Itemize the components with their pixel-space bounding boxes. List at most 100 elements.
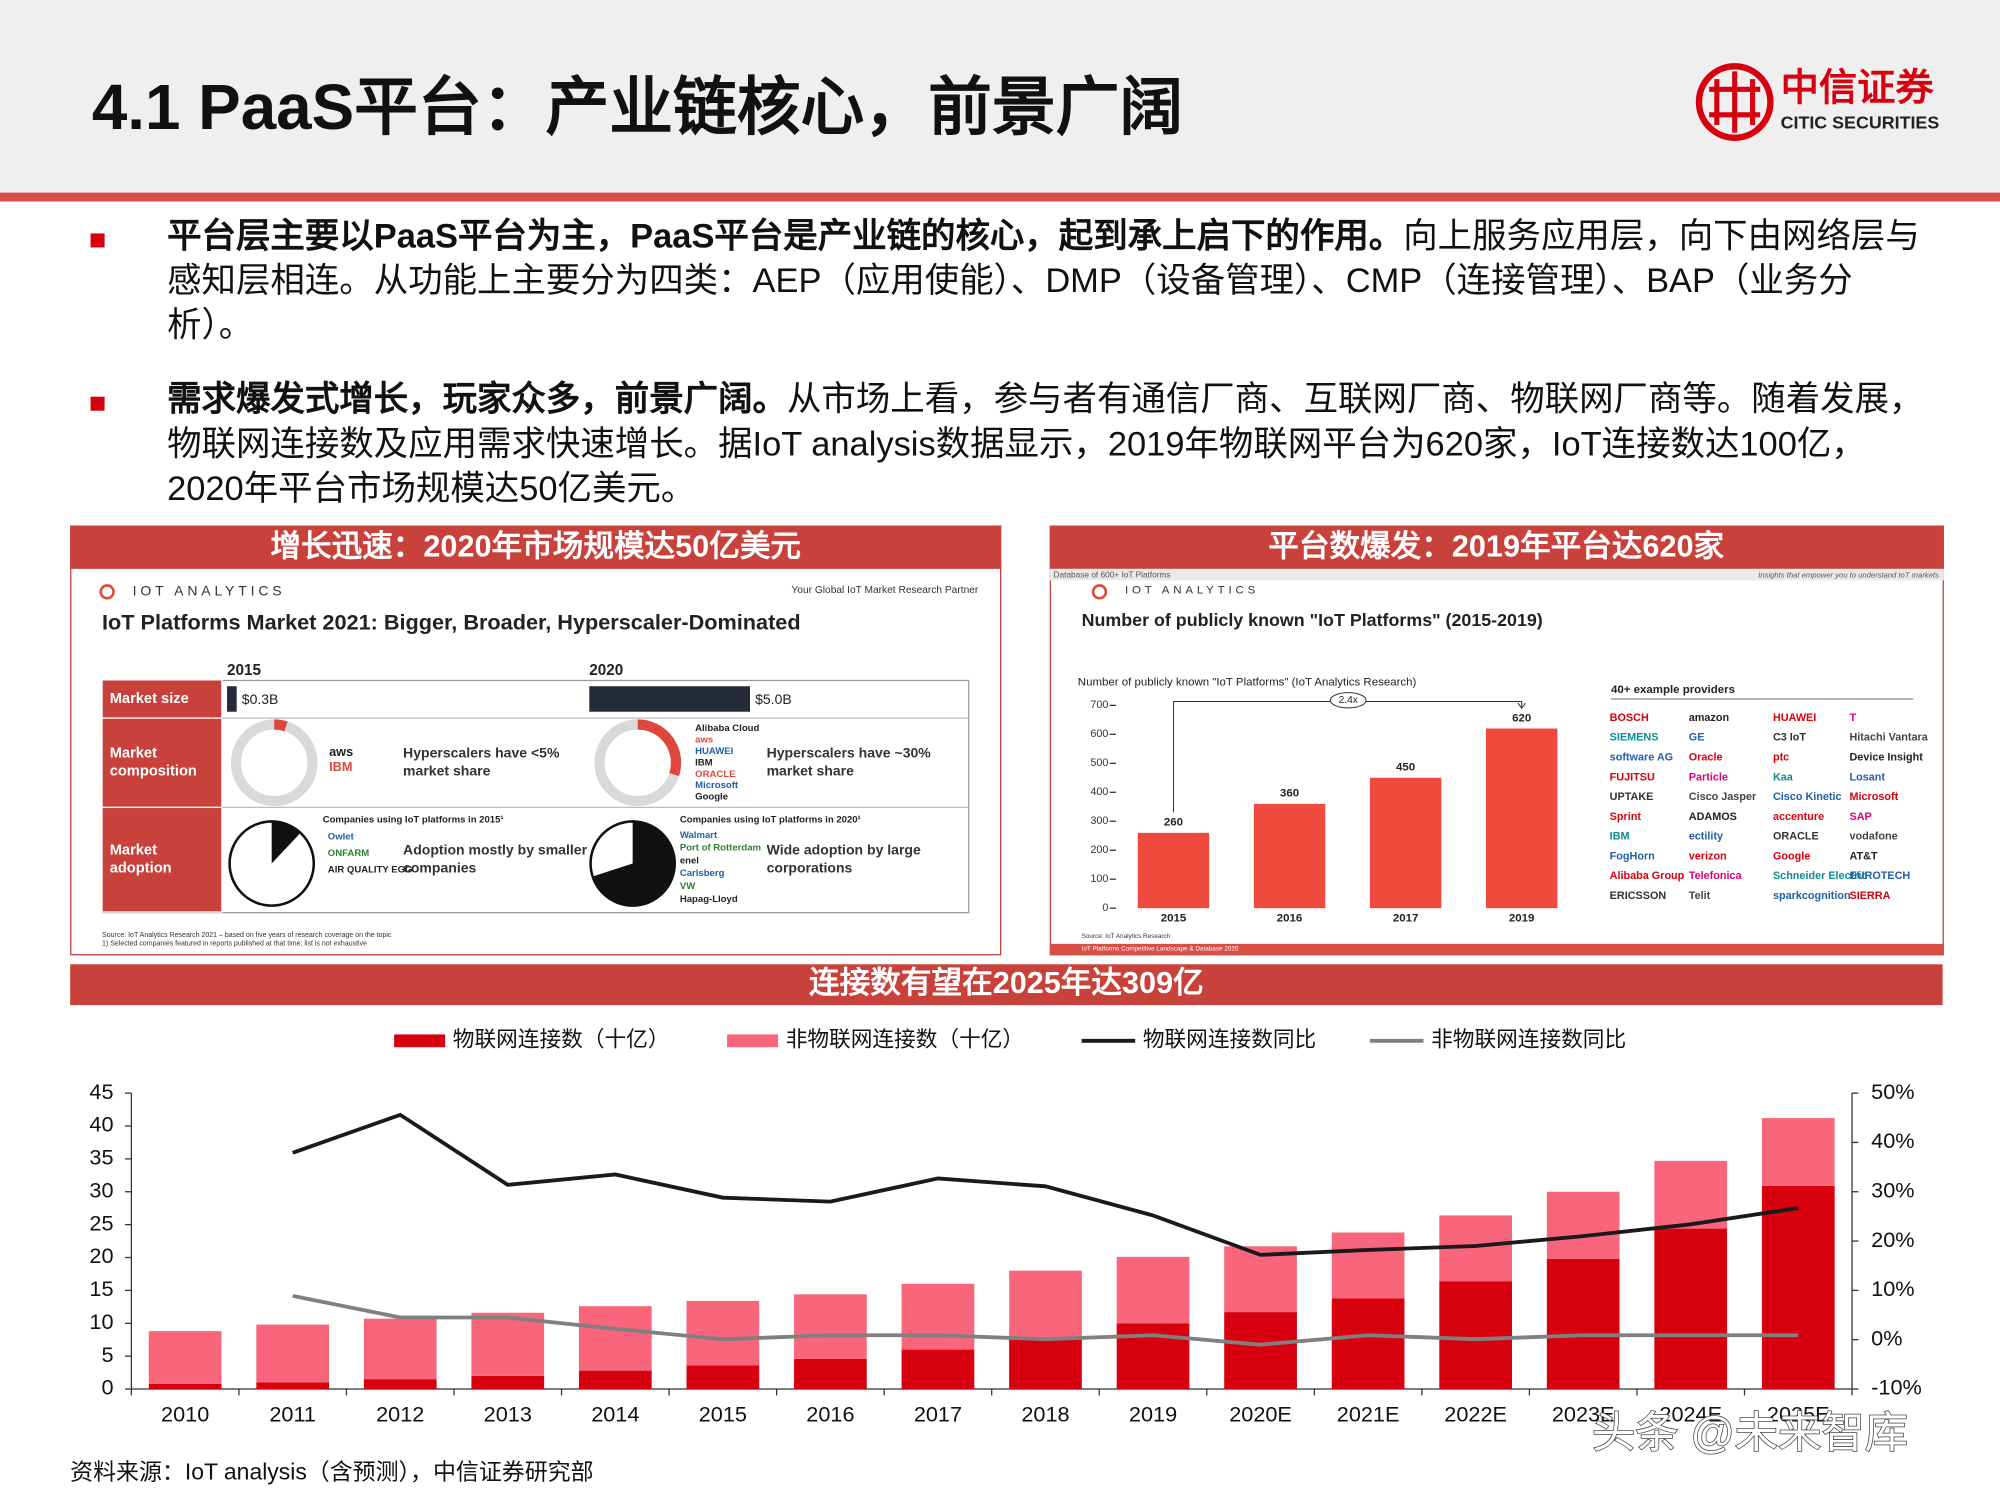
- row-header-label: Market adoption: [109, 843, 172, 877]
- logo-text: ORACLE: [695, 769, 735, 780]
- value-label: 260: [1164, 817, 1183, 829]
- value-label: 620: [1512, 712, 1531, 724]
- header-rule: [0, 192, 2000, 202]
- provider-logo: Telefonica: [1689, 870, 1743, 882]
- y-tick-label: 5: [101, 1342, 113, 1367]
- logo-text: Microsoft: [695, 780, 739, 791]
- donut-share: [637, 719, 682, 777]
- adoption-note: Adoption mostly by smaller companies: [403, 843, 588, 877]
- provider-logo: Alibaba Group: [1610, 870, 1685, 882]
- provider-logo: Schneider Electric: [1773, 870, 1868, 882]
- bar-segment: [1654, 1160, 1728, 1229]
- footer-text: IoT Platforms Competitive Landscape & Da…: [1082, 946, 1239, 953]
- legend-label: 非物联网连接数同比: [1431, 1027, 1626, 1052]
- bar-segment: [1116, 1256, 1190, 1324]
- y-tick-label: 0: [1102, 902, 1108, 914]
- watermark: 头条 @未来智库: [1592, 1410, 1908, 1458]
- bottom-heading-bar: [70, 964, 1943, 1006]
- x-tick-label: 2017: [1393, 912, 1419, 924]
- logo-text: Owlet: [328, 831, 355, 842]
- y-tick-label: 500: [1090, 757, 1108, 769]
- growth-badge: [1329, 692, 1367, 709]
- y-tick-label: 40: [89, 1112, 113, 1137]
- logo-text: Walmart: [680, 830, 718, 841]
- y2-tick-label: -10%: [1871, 1375, 1922, 1400]
- logo-text: Hapag-Lloyd: [680, 894, 738, 905]
- line-series: [292, 1293, 1799, 1347]
- bar-segment: [1654, 1228, 1728, 1390]
- bar-segment: [471, 1312, 545, 1376]
- y2-tick-label: 10%: [1871, 1276, 1914, 1301]
- provider-logo: Microsoft: [1849, 791, 1898, 803]
- x-tick-label: 2016: [1277, 912, 1303, 924]
- x-tick-label: 2017: [914, 1402, 962, 1427]
- provider-logo: accenture: [1773, 811, 1824, 823]
- bar-segment: [1546, 1191, 1620, 1259]
- x-tick-label: 2024E: [1659, 1402, 1722, 1427]
- x-tick-label: 2011: [269, 1402, 316, 1427]
- market-size-bar: [589, 686, 750, 712]
- composition-note: Hyperscalers have ~30% market share: [766, 746, 931, 780]
- providers-title: 40+ example providers: [1611, 684, 1735, 696]
- provider-logo: BOSCH: [1610, 712, 1649, 724]
- provider-logo: GE: [1689, 732, 1705, 744]
- adoption-note: Wide adoption by large corporations: [766, 843, 921, 877]
- provider-logo: Particle: [1689, 771, 1728, 783]
- bar: [1253, 803, 1326, 909]
- y-tick-label: 10: [89, 1309, 113, 1334]
- x-tick-label: 2013: [484, 1402, 532, 1427]
- bar-segment: [794, 1358, 867, 1390]
- bar-segment: [901, 1283, 975, 1350]
- bar-segment: [1224, 1312, 1297, 1390]
- brand: IOT ANALYTICS: [1125, 585, 1259, 597]
- bar-segment: [471, 1375, 545, 1390]
- provider-logo: Losant: [1849, 771, 1885, 783]
- bar-segment: [1761, 1118, 1835, 1186]
- value-label: 450: [1396, 762, 1415, 774]
- legend-label: 物联网连接数（十亿）: [453, 1027, 670, 1052]
- y-tick-label: 600: [1090, 728, 1108, 740]
- y-tick-label: 400: [1090, 786, 1108, 798]
- strip-text: Database of 600+ IoT Platforms: [1054, 569, 1171, 579]
- brand-icon: [99, 584, 115, 600]
- provider-logo: Sprint: [1610, 811, 1642, 823]
- x-tick-label: 2016: [806, 1402, 854, 1427]
- bar-segment: [794, 1294, 867, 1359]
- x-tick-label: 2025E: [1767, 1402, 1830, 1427]
- x-tick-label: 2019: [1129, 1402, 1177, 1427]
- logo-text: aws: [695, 734, 713, 745]
- provider-logo: UPTAKE: [1610, 791, 1654, 803]
- logo-text: VW: [680, 881, 695, 892]
- logo-text: HUAWEI: [695, 746, 734, 757]
- bar-segment: [1224, 1246, 1297, 1313]
- y-tick-label: 300: [1090, 815, 1108, 827]
- x-tick-label: 2020E: [1229, 1402, 1292, 1427]
- right-panel-heading: 平台数爆发：2019年平台达620家: [1268, 530, 1724, 564]
- x-tick-label: 2022E: [1444, 1402, 1507, 1427]
- year-label: 2020: [589, 662, 623, 679]
- tagline: Your Global IoT Market Research Partner: [791, 585, 978, 596]
- logo-text: IBM: [329, 759, 352, 774]
- brand-icon: [1091, 584, 1108, 600]
- legend-swatch: [394, 1034, 446, 1048]
- y2-tick-label: 40%: [1871, 1128, 1914, 1153]
- bullet-marker: [90, 233, 105, 248]
- logo-text: AIR QUALITY EGG: [328, 864, 413, 875]
- provider-logo: SAP: [1849, 811, 1871, 823]
- logo-text: Port of Rotterdam: [680, 843, 761, 854]
- logo-text: Google: [695, 792, 728, 803]
- chart-source: Source: IoT Analytics Research: [1082, 933, 1171, 940]
- x-tick-label: 2015: [699, 1402, 747, 1427]
- left-panel-heading-bar: [70, 525, 1002, 569]
- source-note: 资料来源：IoT analysis（含预测），中信证券研究部: [70, 1458, 593, 1484]
- x-tick-label: 2014: [591, 1402, 639, 1427]
- bar-segment: [1546, 1258, 1620, 1390]
- provider-logo: SIEMENS: [1610, 732, 1659, 744]
- bar-segment: [256, 1324, 330, 1383]
- provider-logo: ptc: [1773, 752, 1789, 764]
- bullet: 需求爆发式增长，玩家众多，前景广阔。从市场上看，参与者有通信厂商、互联网厂商、物…: [167, 378, 1927, 512]
- provider-logo: sparkcognition: [1773, 890, 1851, 902]
- logo-text: Carlsberg: [680, 868, 725, 879]
